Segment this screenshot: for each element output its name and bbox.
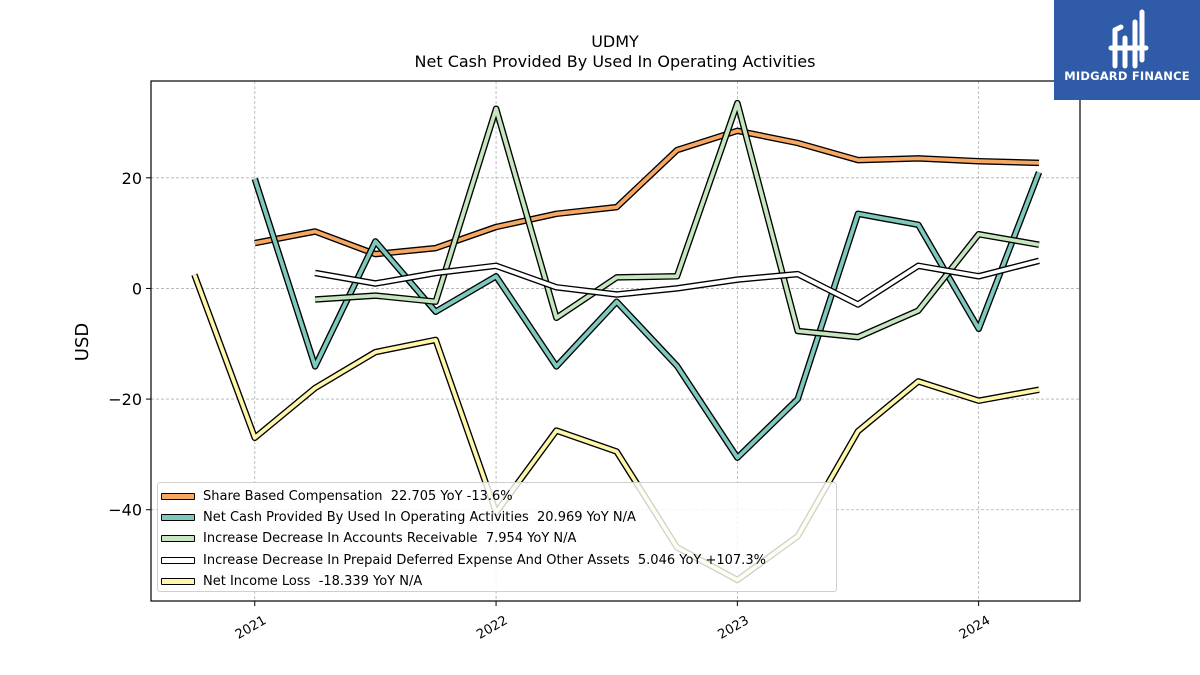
x-tick-label: 2023 — [716, 613, 752, 643]
legend-item: Share Based Compensation 22.705 YoY -13.… — [158, 486, 836, 507]
series-outline — [251, 171, 1043, 461]
legend-swatch — [161, 535, 195, 543]
plot-frame — [150, 80, 1081, 602]
y-tick-label: −20 — [108, 390, 142, 409]
logo-text: MIDGARD FINANCE — [1064, 69, 1190, 83]
legend-swatch — [161, 577, 195, 585]
legend-item: Increase Decrease In Prepaid Deferred Ex… — [158, 550, 836, 571]
series-stroke — [192, 273, 1040, 582]
legend-label: Share Based Compensation 22.705 YoY -13.… — [203, 489, 513, 505]
legend-swatch — [161, 514, 195, 522]
chart-legend: Share Based Compensation 22.705 YoY -13.… — [157, 482, 837, 592]
legend-item: Increase Decrease In Accounts Receivable… — [158, 528, 836, 549]
legend-label: Increase Decrease In Prepaid Deferred Ex… — [203, 552, 766, 568]
legend-label: Net Income Loss -18.339 YoY N/A — [203, 573, 423, 589]
legend-swatch — [161, 556, 195, 564]
series-line-3 — [314, 99, 1040, 341]
series-line-2 — [251, 171, 1043, 461]
grid-lines — [151, 81, 1080, 601]
y-tick-label: −40 — [108, 501, 142, 520]
series-lines — [191, 99, 1043, 584]
midgard-finance-logo: MIDGARD FINANCE — [1054, 0, 1200, 100]
y-tick-label: 0 — [132, 279, 142, 298]
chart-subtitle: Net Cash Provided By Used In Operating A… — [415, 52, 816, 71]
series-stroke — [314, 101, 1040, 340]
y-tick-label: 20 — [122, 169, 142, 188]
legend-item: Net Cash Provided By Used In Operating A… — [158, 507, 836, 528]
series-line-4 — [314, 257, 1040, 308]
series-stroke — [314, 258, 1040, 307]
series-line-5 — [191, 273, 1040, 584]
legend-swatch — [161, 493, 195, 501]
x-tick-label: 2024 — [957, 613, 993, 643]
series-stroke — [252, 171, 1041, 460]
chart-title: UDMY — [591, 32, 639, 51]
y-axis-label: USD — [72, 323, 93, 361]
x-tick-label: 2021 — [233, 613, 269, 643]
logo-mark-icon — [1108, 9, 1149, 69]
legend-label: Increase Decrease In Accounts Receivable… — [203, 531, 577, 547]
x-tick-label: 2022 — [474, 613, 510, 643]
legend-item: Net Income Loss -18.339 YoY N/A — [158, 571, 836, 592]
legend-label: Net Cash Provided By Used In Operating A… — [203, 510, 636, 526]
